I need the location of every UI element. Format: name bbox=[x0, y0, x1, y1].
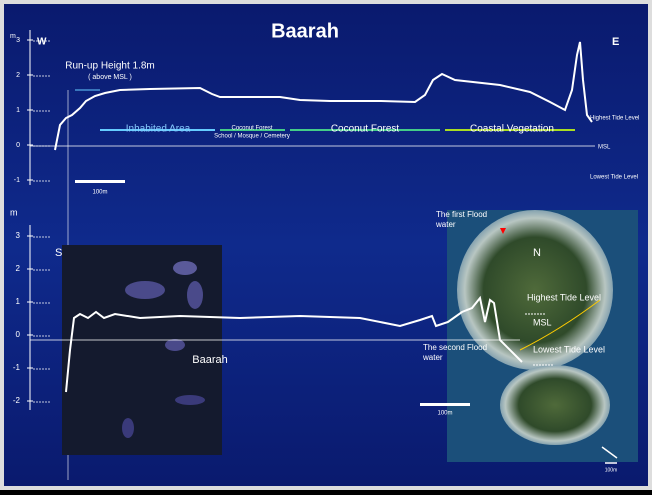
y-tick-label: 0 bbox=[16, 330, 21, 339]
flood-label: The second Flood water bbox=[423, 343, 488, 362]
island bbox=[175, 395, 205, 405]
scale-bar bbox=[420, 403, 470, 406]
south-label: S bbox=[55, 247, 62, 259]
east-label: E bbox=[612, 36, 619, 48]
runup-label: Run-up Height 1.8m bbox=[65, 61, 155, 72]
level-label: MSL bbox=[533, 317, 552, 327]
zone-label: Coconut Forest bbox=[231, 126, 272, 132]
flood-text: The second Flood water bbox=[423, 343, 488, 362]
tide-line bbox=[519, 299, 601, 351]
west-label: W bbox=[37, 37, 47, 48]
y-tick-label: -1 bbox=[13, 363, 21, 372]
island-photo bbox=[500, 365, 610, 445]
flood-label: The first Flood water bbox=[436, 210, 488, 229]
profile-line bbox=[65, 295, 523, 393]
island bbox=[187, 281, 203, 309]
y-tick-label: 0 bbox=[16, 142, 20, 149]
map-image bbox=[62, 245, 222, 455]
island bbox=[122, 418, 134, 438]
zone-label: School / Mosque / Cemetery bbox=[214, 134, 290, 140]
zone-label: Inhabited Area bbox=[126, 124, 191, 135]
level-label: Highest Tide Level bbox=[527, 292, 601, 302]
runup-note: ( above MSL ) bbox=[88, 74, 132, 81]
flood-marker bbox=[500, 228, 506, 234]
zone-label: Coastal Vegetation bbox=[470, 124, 554, 135]
y-tick-label: 2 bbox=[16, 72, 20, 79]
title: Baarah bbox=[271, 20, 339, 42]
scale-label: 100m bbox=[92, 190, 107, 196]
island bbox=[173, 261, 197, 275]
y-tick-label: -2 bbox=[13, 396, 21, 405]
level-label: MSL bbox=[598, 145, 611, 151]
zone-label: Coconut Forest bbox=[331, 124, 400, 135]
unit: m bbox=[10, 207, 18, 217]
y-tick-label: 3 bbox=[16, 37, 20, 44]
scale-label: 100m bbox=[437, 411, 452, 417]
map-label: Baarah bbox=[192, 354, 227, 366]
y-tick-label: 2 bbox=[16, 264, 21, 273]
island-photo bbox=[457, 210, 613, 370]
north-arrow bbox=[601, 446, 618, 459]
level-label: Lowest Tide Level bbox=[533, 344, 605, 354]
island bbox=[165, 339, 185, 351]
flood-text: The first Flood water bbox=[436, 210, 488, 229]
level-label: Highest Tide Level bbox=[590, 116, 639, 122]
y-tick-label: 3 bbox=[16, 231, 21, 240]
scale-label: 100m bbox=[605, 467, 618, 473]
unit: m bbox=[10, 33, 16, 40]
y-tick-label: 1 bbox=[16, 107, 20, 114]
scale-bar bbox=[75, 180, 125, 183]
north-label: N bbox=[533, 247, 541, 259]
level-label: Lowest Tide Level bbox=[590, 175, 638, 181]
y-tick-label: -1 bbox=[14, 177, 20, 184]
profile-line bbox=[54, 41, 593, 151]
island bbox=[125, 281, 165, 299]
y-tick-label: 1 bbox=[16, 297, 21, 306]
